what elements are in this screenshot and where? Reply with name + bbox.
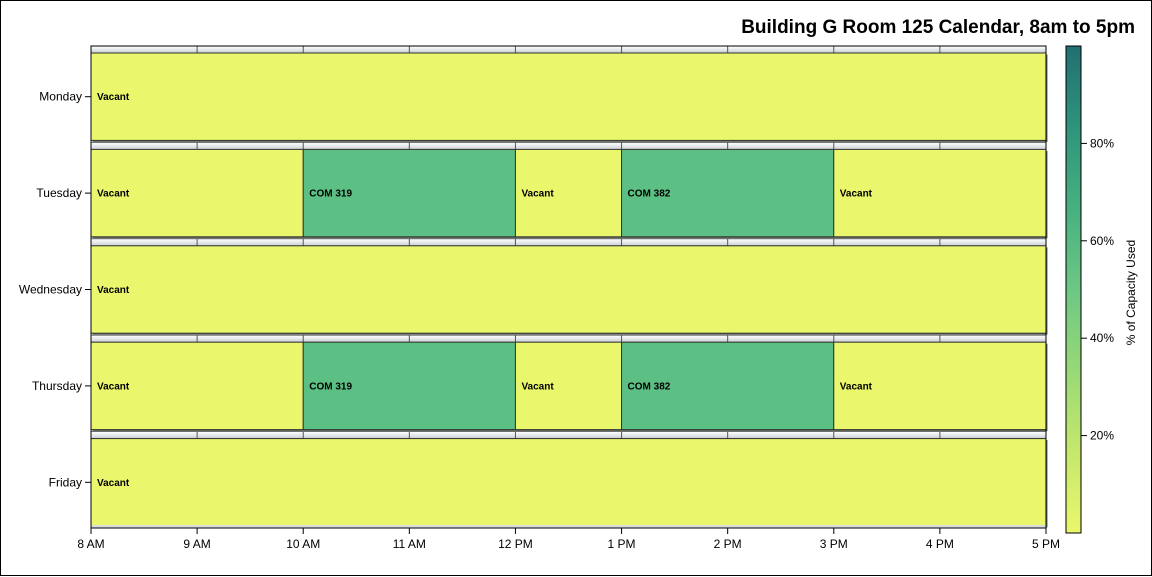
y-tick-label: Tuesday xyxy=(36,186,82,200)
x-tick-label: 10 AM xyxy=(286,537,320,551)
event-label: COM 319 xyxy=(309,381,352,392)
x-tick-label: 11 AM xyxy=(393,537,426,551)
y-tick-label: Friday xyxy=(49,475,82,489)
event-bar xyxy=(514,341,623,431)
colorbar-tick-label: 20% xyxy=(1090,429,1114,443)
event-label: Vacant xyxy=(97,478,130,489)
x-tick-label: 9 AM xyxy=(183,537,210,551)
event-bar xyxy=(90,438,1047,527)
x-tick-label: 8 AM xyxy=(77,537,104,551)
event-label: COM 382 xyxy=(628,381,671,392)
event-label: Vacant xyxy=(97,189,130,200)
colorbar-title: % of Capacity Used xyxy=(1124,240,1138,345)
event-bar xyxy=(302,341,516,431)
event-label: Vacant xyxy=(97,92,130,103)
row-separator xyxy=(91,525,1046,528)
row-separator xyxy=(90,431,1047,440)
event-label: Vacant xyxy=(521,381,554,392)
y-tick-label: Wednesday xyxy=(19,283,82,297)
row-separator xyxy=(90,238,1047,247)
x-tick-label: 2 PM xyxy=(714,537,742,551)
event-bar xyxy=(90,245,1047,334)
event-bar xyxy=(302,148,516,238)
colorbar xyxy=(1065,45,1082,534)
event-label: Vacant xyxy=(97,285,130,296)
event-bar xyxy=(621,341,835,431)
plot-border xyxy=(90,45,1047,529)
x-tick-label: 5 PM xyxy=(1032,537,1060,551)
row-separator xyxy=(90,141,1047,150)
event-label: COM 319 xyxy=(309,189,352,200)
x-tick-label: 4 PM xyxy=(926,537,954,551)
event-label: Vacant xyxy=(840,189,873,200)
event-bar xyxy=(90,148,304,238)
row-separator xyxy=(90,334,1047,343)
event-label: Vacant xyxy=(521,189,554,200)
x-tick-label: 12 PM xyxy=(498,537,533,551)
event-label: Vacant xyxy=(97,381,130,392)
colorbar-tick-label: 40% xyxy=(1090,331,1114,345)
x-tick-label: 1 PM xyxy=(608,537,636,551)
event-bar xyxy=(514,148,623,238)
event-bar xyxy=(833,148,1047,238)
event-bar xyxy=(621,148,835,238)
colorbar-tick-label: 60% xyxy=(1090,234,1114,248)
event-label: Vacant xyxy=(840,381,873,392)
y-tick-label: Thursday xyxy=(32,379,82,393)
x-tick-label: 3 PM xyxy=(820,537,848,551)
row-separator xyxy=(90,45,1047,54)
event-bar xyxy=(833,341,1047,431)
y-tick-label: Monday xyxy=(39,90,82,104)
event-bar xyxy=(90,52,1047,141)
colorbar-tick-label: 80% xyxy=(1090,136,1114,150)
chart-title: Building G Room 125 Calendar, 8am to 5pm xyxy=(741,17,1135,38)
event-label: COM 382 xyxy=(628,189,671,200)
